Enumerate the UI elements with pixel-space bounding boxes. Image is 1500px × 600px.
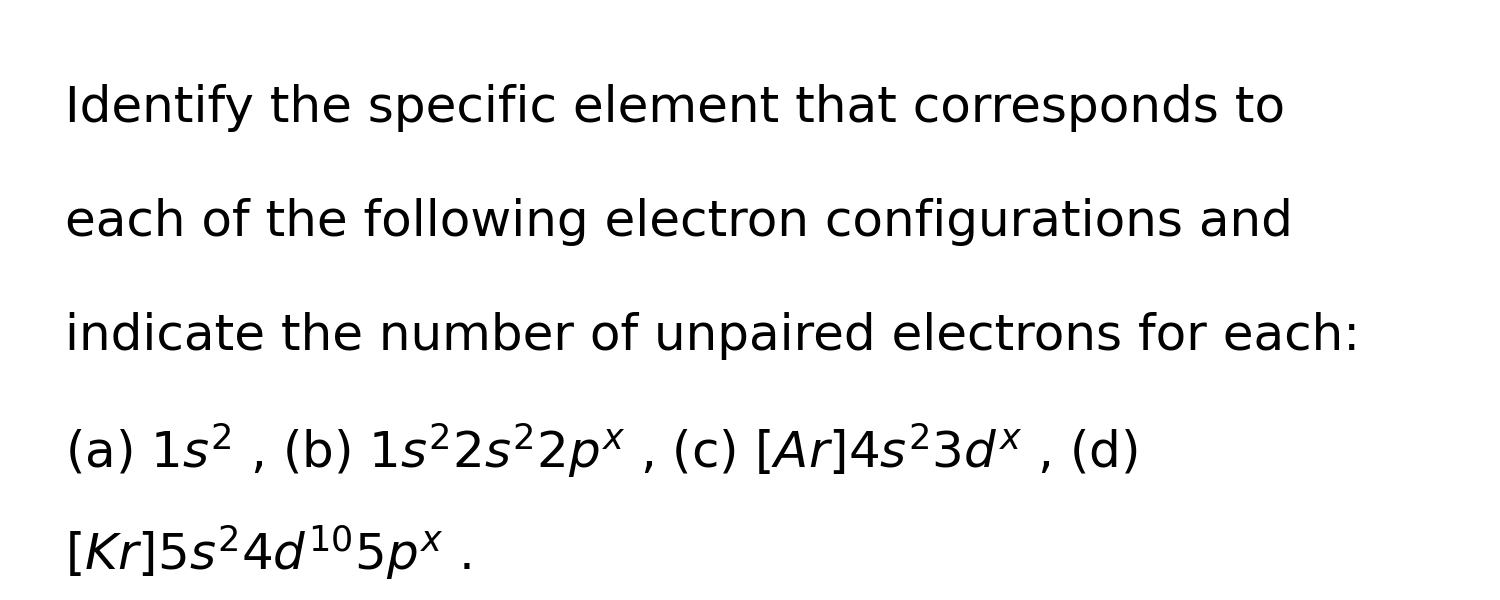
Text: $[Kr]5s^{2}4d^{10}5p^{x}$ .: $[Kr]5s^{2}4d^{10}5p^{x}$ . (66, 523, 471, 581)
Text: Identify the specific element that corresponds to: Identify the specific element that corre… (66, 84, 1286, 132)
Text: each of the following electron configurations and: each of the following electron configura… (66, 198, 1293, 246)
Text: indicate the number of unpaired electrons for each:: indicate the number of unpaired electron… (66, 312, 1360, 360)
Text: (a) $1s^{2}$ , (b) $1s^{2}2s^{2}2p^{x}$ , (c) $[Ar]4s^{2}3d^{x}$ , (d): (a) $1s^{2}$ , (b) $1s^{2}2s^{2}2p^{x}$ … (66, 421, 1138, 479)
